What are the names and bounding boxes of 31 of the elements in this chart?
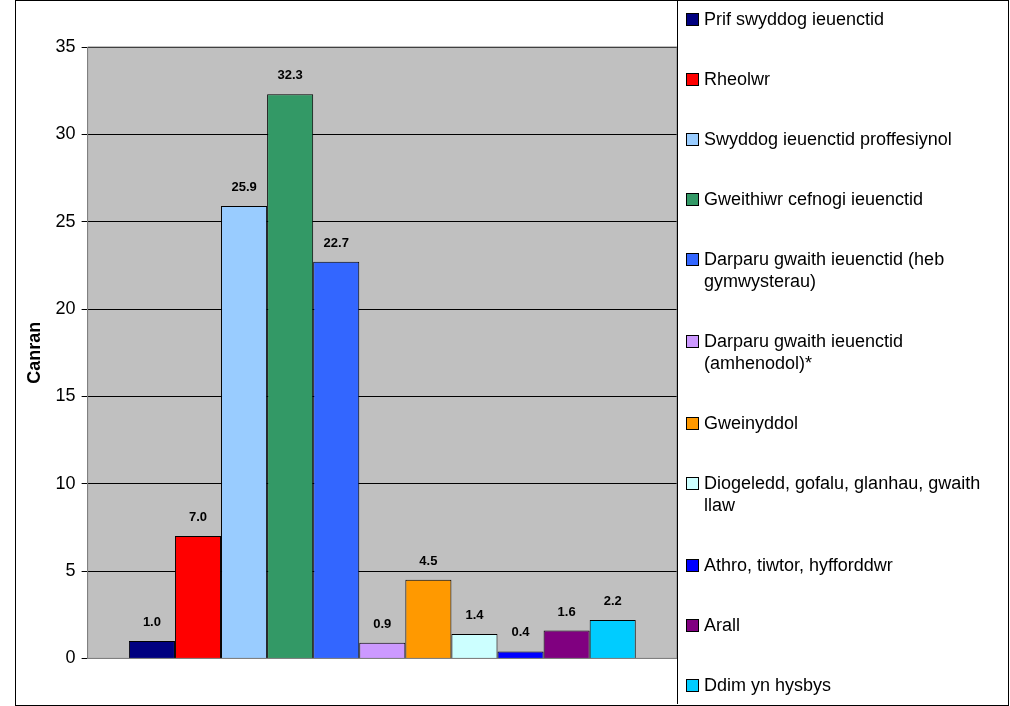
legend-label: Prif swyddog ieuenctid [704, 8, 885, 30]
legend-label: Gweinyddol [704, 412, 799, 434]
y-tick-label: 10 [55, 472, 76, 493]
data-label: 7.0 [188, 509, 208, 525]
legend-label: Darparu gwaith ieuenctid (heb gymwysterau) [704, 248, 946, 292]
data-label: 1.4 [465, 607, 485, 623]
legend-label: Ddim yn hysbys [704, 674, 832, 696]
legend-label: Athro, tiwtor, hyfforddwr [704, 554, 893, 576]
data-label: 25.9 [231, 179, 257, 195]
data-label: 22.7 [323, 234, 349, 250]
data-label: 4.5 [419, 552, 438, 568]
y-tick-label: 5 [65, 560, 76, 581]
legend-label: Darparu gwaith ieuenctid (amhenodol)* [704, 330, 905, 374]
data-label: 0.4 [511, 624, 531, 640]
data-label: 0.9 [373, 615, 392, 631]
legend-label: Diogeledd, gofalu, glanhau, gwaith llaw [704, 472, 982, 516]
data-label: 32.3 [277, 67, 303, 83]
y-tick-label: 15 [55, 385, 76, 406]
legend-label: Rheolwr [704, 68, 771, 90]
y-tick-label: 25 [55, 210, 76, 231]
data-label: 2.2 [603, 593, 622, 609]
y-axis-title: Canran [23, 321, 44, 384]
data-label: 1.0 [142, 614, 161, 630]
legend-label: Arall [704, 614, 741, 636]
legend-label: Swyddog ieuenctid proffesiynol [704, 128, 952, 150]
data-label: 1.6 [557, 603, 576, 619]
y-tick-label: 20 [55, 298, 76, 318]
y-tick-label: 35 [55, 35, 76, 56]
legend-label: Gweithiwr cefnogi ieuenctid [704, 188, 924, 210]
y-tick-label: 30 [55, 123, 76, 144]
y-tick-label: 0 [65, 647, 76, 668]
